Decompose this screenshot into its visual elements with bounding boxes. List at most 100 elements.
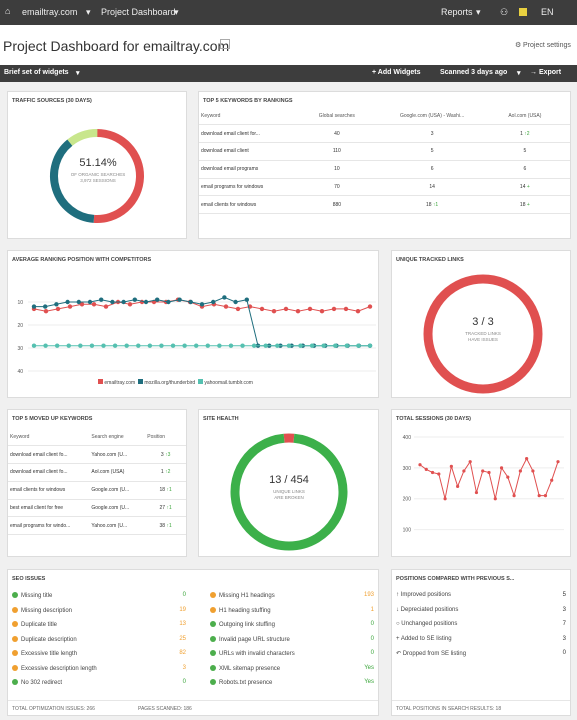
seo-issue-count: 3 bbox=[182, 664, 186, 671]
top-keywords-widget: TOP 5 KEYWORDS BY RANKINGS Keyword Global… bbox=[198, 91, 571, 239]
links-value: 3 / 3 bbox=[472, 316, 494, 328]
positions-widget: POSITIONS COMPARED WITH PREVIOUS S... ↑ … bbox=[391, 569, 571, 716]
column-header[interactable]: Position bbox=[145, 428, 186, 447]
seo-issue[interactable]: Excessive title length bbox=[12, 650, 77, 657]
project-selector[interactable]: Project Dashboard bbox=[101, 7, 176, 17]
data-point bbox=[331, 306, 337, 312]
seo-issue[interactable]: URLs with invalid characters bbox=[210, 650, 295, 657]
column-header[interactable]: Google.com (USA) - Washi... bbox=[384, 107, 480, 126]
seo-issue-count: Yes bbox=[364, 664, 374, 671]
column-header[interactable]: Aol.com (USA) bbox=[479, 107, 570, 126]
data-point bbox=[286, 343, 292, 348]
position-count: 5 bbox=[562, 592, 566, 598]
data-point bbox=[367, 343, 373, 348]
seo-issue[interactable]: Outgoing link stuffing bbox=[210, 621, 275, 628]
check-icon bbox=[12, 592, 18, 598]
data-point bbox=[217, 343, 222, 348]
seo-issue[interactable]: Missing title bbox=[12, 592, 52, 599]
column-header[interactable]: Keyword bbox=[199, 107, 290, 126]
widget-title: TOP 5 KEYWORDS BY RANKINGS bbox=[203, 98, 293, 104]
seo-issue[interactable]: Robots.txt presence bbox=[210, 679, 272, 686]
total-positions: TOTAL POSITIONS IN SEARCH RESULTS: 18 bbox=[396, 706, 502, 712]
seo-issue-count: 82 bbox=[179, 650, 186, 656]
column-header[interactable]: Global searches bbox=[289, 107, 385, 126]
data-point bbox=[143, 299, 149, 305]
table-cell: 3 bbox=[384, 124, 480, 144]
seo-issue[interactable]: Invalid page URL structure bbox=[210, 635, 290, 643]
add-widgets-button[interactable]: + Add Widgets bbox=[372, 69, 421, 76]
table-cell: 880 bbox=[289, 195, 385, 215]
copy-icon[interactable] bbox=[220, 39, 230, 49]
data-point bbox=[67, 304, 73, 309]
y-tick-label: 300 bbox=[403, 466, 412, 472]
chevron-down-icon: ▾ bbox=[86, 7, 91, 17]
gear-icon[interactable]: ⚙ bbox=[515, 42, 522, 49]
data-point bbox=[449, 464, 453, 468]
warning-icon bbox=[12, 606, 18, 613]
widget-set-selector[interactable]: Brief set of widgets bbox=[4, 69, 69, 76]
table-cell: 18 ↑1 bbox=[384, 195, 480, 215]
sessions-chart: 400 300 200 100 bbox=[403, 435, 564, 534]
warning-icon bbox=[12, 664, 18, 671]
site-selector[interactable]: emailtray.com bbox=[22, 7, 78, 17]
seo-issue[interactable]: Duplicate title bbox=[12, 621, 57, 628]
seo-issue[interactable]: Missing H1 headings bbox=[210, 592, 275, 599]
data-point bbox=[199, 302, 205, 307]
data-point bbox=[211, 299, 216, 305]
data-point bbox=[275, 343, 280, 348]
table-row: email programs for windo... Yahoo.com (U.… bbox=[8, 516, 186, 536]
data-point bbox=[537, 494, 541, 498]
widget-title: TOP 5 MOVED UP KEYWORDS bbox=[12, 416, 93, 422]
seo-issue[interactable]: Duplicate description bbox=[12, 635, 77, 643]
data-point bbox=[43, 309, 49, 314]
legend-item: mozilla.org/thunderbird bbox=[144, 380, 196, 386]
table-cell: email clients for windows bbox=[199, 195, 290, 215]
page-title: Project Dashboard for emailtray.com bbox=[3, 38, 230, 54]
data-point bbox=[251, 343, 257, 348]
notification-icon[interactable] bbox=[519, 8, 527, 16]
data-point bbox=[78, 343, 83, 348]
table-cell: download email client fo... bbox=[8, 463, 90, 482]
seo-issue[interactable]: No 302 redirect bbox=[12, 679, 62, 686]
language-selector[interactable]: EN bbox=[541, 7, 554, 17]
seo-issue[interactable]: Missing description bbox=[12, 606, 72, 614]
project-settings-link[interactable]: Project settings bbox=[523, 42, 571, 49]
column-header[interactable]: Search engine bbox=[89, 428, 146, 447]
home-icon[interactable]: ⌂ bbox=[5, 6, 11, 16]
data-point bbox=[525, 457, 529, 461]
position-item: + Added to SE listing bbox=[396, 635, 452, 642]
widget-title: SITE HEALTH bbox=[203, 416, 239, 422]
data-point bbox=[233, 299, 238, 305]
widget-title: UNIQUE TRACKED LINKS bbox=[396, 257, 464, 263]
table-cell: email programs for windo... bbox=[8, 516, 90, 536]
table-row: download email programs 10 6 6 bbox=[199, 160, 570, 179]
seo-issue-count: 0 bbox=[370, 621, 374, 627]
seo-issue[interactable]: H1 heading stuffing bbox=[210, 606, 271, 614]
table-cell: 38 ↑1 bbox=[145, 516, 186, 536]
seo-issue[interactable]: XML sitemap presence bbox=[210, 664, 280, 672]
unique-links-widget: UNIQUE TRACKED LINKS 3 / 3 TRACKED LINKS… bbox=[391, 250, 571, 398]
data-point bbox=[136, 343, 141, 348]
seo-issue[interactable]: Excessive description length bbox=[12, 664, 97, 672]
y-tick-label: 200 bbox=[403, 497, 412, 503]
data-point bbox=[321, 343, 326, 348]
donut-segment bbox=[67, 129, 98, 146]
data-point bbox=[430, 470, 435, 475]
table-row: best email client for free Google.com (U.… bbox=[8, 499, 186, 518]
data-point bbox=[344, 343, 350, 348]
data-point bbox=[182, 343, 187, 348]
check-icon bbox=[210, 664, 216, 671]
column-header[interactable]: Keyword bbox=[8, 428, 90, 447]
position-count: 7 bbox=[562, 621, 566, 627]
reports-menu[interactable]: Reports bbox=[441, 7, 473, 17]
position-item: ↶ Dropped from SE listing bbox=[396, 651, 467, 657]
user-icon[interactable]: ⚇ bbox=[500, 7, 509, 17]
data-point bbox=[155, 297, 160, 302]
table-cell: Aol.com (USA) bbox=[89, 463, 146, 482]
y-tick-label: 30 bbox=[17, 346, 23, 352]
scanned-selector[interactable]: Scanned 3 days ago bbox=[440, 69, 508, 76]
warning-icon bbox=[12, 650, 18, 656]
data-point bbox=[91, 302, 97, 307]
export-button[interactable]: → Export bbox=[530, 69, 562, 76]
table-cell: Yahoo.com (U... bbox=[89, 516, 146, 536]
